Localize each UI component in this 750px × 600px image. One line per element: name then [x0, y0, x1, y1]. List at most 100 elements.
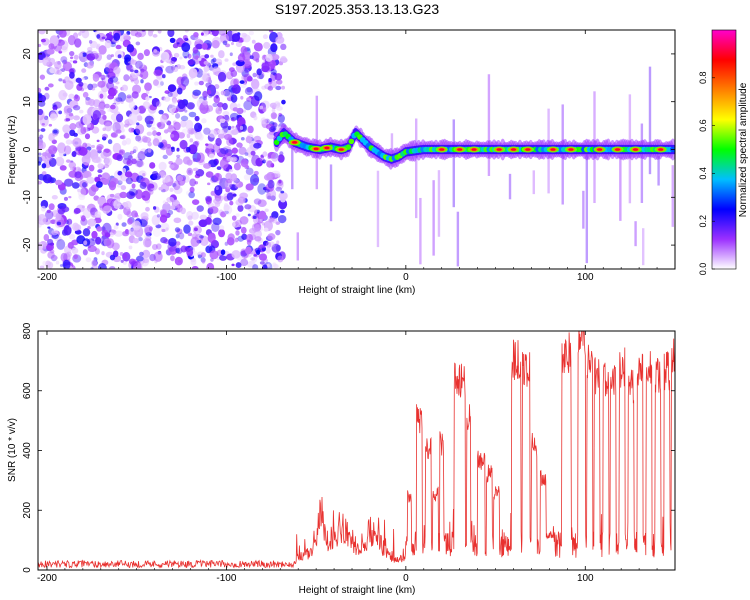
- spectrogram-streak: [657, 156, 660, 186]
- colorbar: 0.0 0.2 0.4 0.6 0.8 Normalized spectral ampl…: [698, 29, 749, 275]
- spectrogram-noise-blob: [41, 163, 47, 169]
- spectrogram-noise-blob: [75, 77, 82, 83]
- spectrogram-noise-blob: [96, 226, 103, 232]
- spectrogram-noise-blob: [176, 147, 180, 152]
- spectrogram-noise-blob: [58, 110, 63, 115]
- spectrogram-noise-blob: [152, 227, 161, 237]
- spectrogram-noise-blob: [280, 43, 287, 51]
- spectrogram-noise-blob: [173, 52, 180, 58]
- spectrogram-noise-blob: [151, 214, 161, 226]
- spectrogram-noise-blob: [244, 204, 252, 210]
- spectrogram-noise-blob: [38, 87, 42, 93]
- snr-axes: -200 -100 0 100 0 200 400 600 800: [22, 322, 676, 584]
- spectrogram-noise-blob: [97, 196, 107, 206]
- spectrogram-noise-blob: [141, 218, 148, 224]
- spectrogram-streak: [432, 180, 435, 256]
- spectrogram-noise-blob: [109, 41, 117, 48]
- spectrogram-noise-blob: [47, 238, 54, 246]
- spectrogram-noise-blob: [96, 145, 103, 152]
- spectrogram-noise-blob: [179, 139, 188, 150]
- spectrogram-noise-blob: [60, 252, 68, 262]
- spectrogram-noise-blob: [176, 87, 183, 95]
- spectrogram-noise-blob: [49, 57, 56, 66]
- spectrogram-noise-blob: [135, 135, 142, 142]
- spectrogram-noise-blob: [213, 172, 223, 181]
- spectrogram-noise-blob: [243, 73, 252, 82]
- spectrogram-noise-blob: [225, 172, 233, 180]
- spectrogram-noise-blob: [40, 128, 46, 132]
- spectrogram-streak: [414, 118, 418, 219]
- spectrogram-noise-blob: [142, 258, 149, 264]
- spectrogram-noise-blob: [275, 186, 282, 192]
- spectrogram-noise-blob: [70, 56, 74, 60]
- spectrogram-noise-blob: [110, 132, 117, 138]
- spectrogram-hotspot: [292, 141, 298, 144]
- spectrogram-noise-blob: [113, 199, 121, 209]
- spectrogram-streak: [671, 165, 674, 227]
- spectrogram-noise-blob: [212, 57, 217, 63]
- spectrogram-noise-blob: [169, 37, 176, 43]
- spectrogram-noise-blob: [73, 115, 80, 121]
- spectrogram-noise-blob: [257, 183, 267, 195]
- spectrogram-noise-blob: [173, 121, 181, 131]
- spectrogram-noise-blob: [149, 183, 155, 189]
- spectrogram-noise-blob: [139, 181, 147, 190]
- spectrogram-noise-blob: [161, 228, 166, 233]
- spectrogram-noise-blob: [263, 41, 271, 49]
- spectrogram-noise-blob: [152, 206, 157, 210]
- spectrogram-noise-blob: [148, 95, 152, 99]
- spectrogram-noise-blob: [54, 61, 62, 70]
- spectrogram-noise-blob: [235, 262, 242, 269]
- spectrogram-noise-blob: [173, 180, 181, 191]
- spectrogram-noise-blob: [42, 174, 53, 184]
- spectrogram-noise-blob: [149, 180, 153, 184]
- spectrogram-noise-blob: [58, 89, 68, 101]
- spectrogram-noise-blob: [217, 62, 222, 66]
- spectrogram-noise-blob: [203, 127, 211, 135]
- spectrogram-noise-blob: [117, 213, 123, 220]
- spectrogram-noise-blob: [193, 31, 199, 38]
- spectrogram-noise-blob: [217, 30, 227, 36]
- spectrogram-noise-blob: [101, 251, 105, 256]
- spectrogram-ytick-label: -20: [22, 237, 33, 252]
- spectrogram-noise-blob: [51, 229, 59, 236]
- spectrogram-streak: [634, 221, 637, 247]
- spectrogram-noise-blob: [81, 68, 87, 73]
- spectrogram-noise-blob: [60, 56, 68, 63]
- spectrogram-noise-blob: [71, 150, 77, 158]
- spectrogram-signal-peak: [273, 139, 280, 146]
- spectrogram-noise-blob: [281, 85, 286, 90]
- spectrogram-noise-blob: [281, 99, 286, 105]
- spectrogram-noise-blob: [197, 251, 203, 258]
- spectrogram-noise-blob: [253, 115, 258, 121]
- spectrogram-noise-blob: [130, 30, 139, 37]
- spectrogram-noise-blob: [205, 171, 214, 178]
- spectrogram-noise-blob: [97, 174, 102, 178]
- spectrogram-noise-blob: [238, 146, 247, 155]
- spectrogram-noise-blob: [180, 115, 189, 122]
- spectrogram-noise-blob: [104, 121, 112, 132]
- spectrogram-noise-blob: [135, 123, 145, 135]
- spectrogram-noise-blob: [280, 190, 285, 194]
- spectrogram-noise-blob: [149, 162, 156, 169]
- spectrogram-noise-blob: [39, 134, 44, 139]
- spectrogram-noise-blob: [263, 159, 269, 163]
- spectrogram-noise-blob: [189, 138, 194, 143]
- spectrogram-noise-blob: [182, 50, 190, 59]
- snr-xtick-label: -200: [37, 573, 57, 584]
- spectrogram-noise-blob: [201, 258, 206, 264]
- spectrogram-noise-blob: [191, 55, 201, 65]
- spectrogram-noise-blob: [142, 249, 151, 259]
- spectrogram-noise-blob: [79, 30, 86, 34]
- spectrogram-noise-blob: [178, 232, 185, 240]
- spectrogram-noise-blob: [175, 247, 180, 254]
- spectrogram-noise-blob: [116, 154, 123, 162]
- spectrogram-noise-blob: [158, 161, 167, 171]
- spectrogram-noise-blob: [108, 68, 114, 74]
- spectrogram-noise-blob: [125, 62, 133, 71]
- spectrogram-noise-blob: [263, 173, 273, 181]
- spectrogram-noise-blob: [187, 232, 193, 237]
- spectrogram-noise-blob: [109, 193, 115, 198]
- spectrogram-noise-blob: [78, 32, 82, 36]
